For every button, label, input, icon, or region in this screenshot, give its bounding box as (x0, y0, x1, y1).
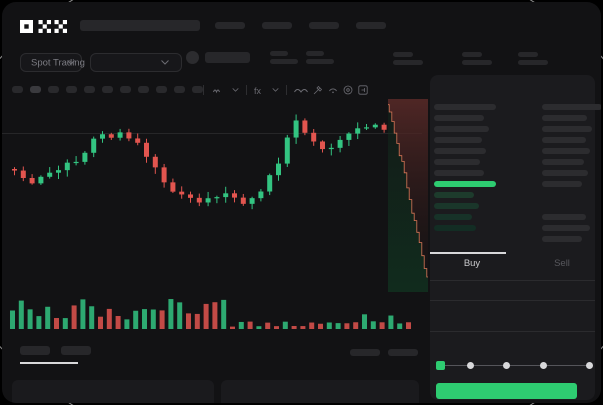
svg-text:fx: fx (254, 86, 262, 95)
